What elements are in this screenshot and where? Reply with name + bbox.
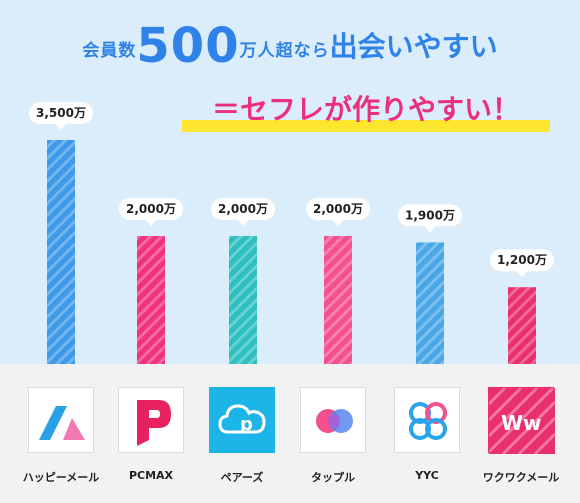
app-name-pairs: ペアーズ xyxy=(220,471,264,484)
bar-2 xyxy=(229,236,257,364)
subline: ＝セフレが作りやすい！ xyxy=(211,93,520,126)
value-label-3: 2,000万 xyxy=(313,202,363,216)
happymail-logo-icon xyxy=(39,406,85,440)
app-name-tapple: タップル xyxy=(311,471,355,484)
headline: 会員数500万人超なら出会いやすい xyxy=(0,18,580,74)
headline-part1: 会員数 xyxy=(82,41,137,61)
value-label-4: 1,900万 xyxy=(405,208,455,222)
app-card-tapple[interactable] xyxy=(300,387,366,453)
bar-1 xyxy=(137,236,165,364)
value-label-1: 2,000万 xyxy=(126,202,176,216)
app-card-pcmax[interactable] xyxy=(118,387,184,453)
yyc-logo-icon xyxy=(409,402,447,440)
app-card-pairs[interactable]: p xyxy=(209,387,275,453)
value-callout-1: 2,000万 xyxy=(119,198,183,226)
headline-part3: 出会いやすい xyxy=(329,30,498,63)
bar-chart: 3,500万 2,000万 2,000万 2,000万 1,900万 1,200万 xyxy=(29,102,554,364)
wakuwakumail-logo-icon: Ww xyxy=(489,388,555,454)
value-callout-4: 1,900万 xyxy=(398,204,462,233)
bar-3 xyxy=(324,236,352,364)
app-name-pcmax: PCMAX xyxy=(128,469,174,482)
value-labels-layer: 3,500万 2,000万 2,000万 2,000万 1,900万 1,200万 xyxy=(29,102,554,278)
pcmax-logo-icon xyxy=(137,400,171,446)
bar-0 xyxy=(47,140,75,364)
bar-5 xyxy=(508,287,536,364)
app-name-yyc: YYC xyxy=(415,469,439,482)
app-card-happymail[interactable] xyxy=(28,387,94,453)
svg-text:p: p xyxy=(240,414,253,435)
subline-block: ＝セフレが作りやすい！ xyxy=(182,88,550,132)
tapple-logo-icon xyxy=(316,409,353,433)
plot-background xyxy=(0,0,580,364)
headline-number: 500 xyxy=(136,18,240,74)
bar-4 xyxy=(416,242,444,364)
value-callout-2: 2,000万 xyxy=(211,198,275,226)
value-callout-3: 2,000万 xyxy=(306,198,370,226)
value-callout-5: 1,200万 xyxy=(490,249,554,278)
value-callout-0: 3,500万 xyxy=(29,102,93,130)
app-card-yyc[interactable] xyxy=(394,387,460,453)
headline-part2: 万人超なら xyxy=(239,41,330,61)
svg-text:Ww: Ww xyxy=(501,411,542,435)
value-label-0: 3,500万 xyxy=(36,106,86,120)
app-name-wakuwaku: ワクワクメール xyxy=(482,471,560,484)
value-label-2: 2,000万 xyxy=(218,202,268,216)
bars-layer xyxy=(47,140,536,364)
highlight-marker xyxy=(182,120,550,132)
pairs-logo-icon: p xyxy=(218,404,266,435)
app-name-happymail: ハッピーメール xyxy=(22,471,100,484)
value-label-5: 1,200万 xyxy=(497,253,547,267)
app-card-wakuwaku[interactable]: Ww xyxy=(488,387,555,454)
